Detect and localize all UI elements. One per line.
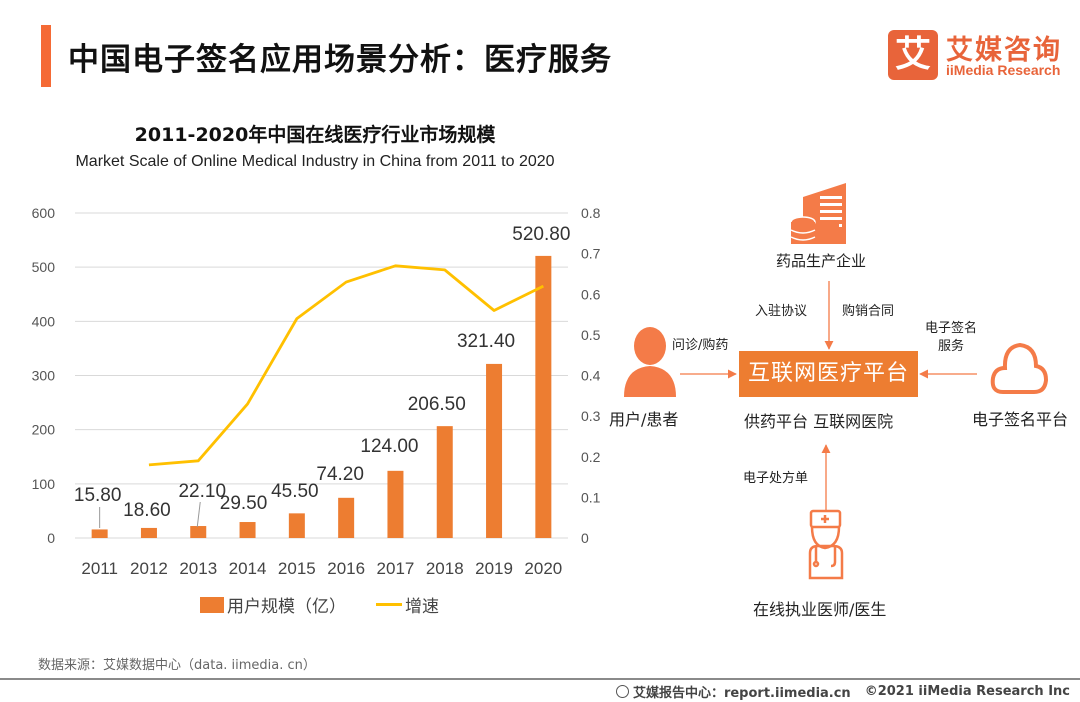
e-prescription-label: 电子处方单 [743, 471, 809, 486]
right-axis-tick-label: 0.3 [581, 408, 601, 424]
x-axis-tick-label: 2018 [426, 559, 464, 578]
user-person-icon [624, 327, 676, 397]
pharma-company-label: 药品生产企业 [776, 252, 867, 270]
right-axis: 0 0.1 0.2 0.3 0.4 0.5 0.6 0.7 0.8 [581, 205, 601, 546]
footer: 艾媒报告中心：report.iimedia.cn ©2021 iiMedia R… [615, 682, 1070, 701]
bar-data-label: 74.20 [316, 464, 364, 485]
bar-data-label: 321.40 [457, 331, 515, 352]
legend-line-label: 增速 [405, 597, 439, 617]
right-axis-tick-label: 0.1 [581, 489, 601, 505]
x-axis-tick-label: 2017 [377, 559, 415, 578]
bar-data-label: 15.80 [74, 485, 122, 506]
legend-line-swatch [376, 603, 402, 606]
footer-divider [0, 678, 1080, 680]
line-series [148, 264, 544, 467]
bar-data-label: 206.50 [408, 394, 466, 415]
right-axis-tick-label: 0.7 [581, 246, 601, 262]
left-axis-tick-label: 500 [32, 259, 56, 275]
globe-icon [615, 685, 629, 698]
bar [387, 470, 404, 538]
data-source: 数据来源：艾媒数据中心（data. iimedia. cn） [38, 658, 316, 673]
report-center-link[interactable]: 艾媒报告中心：report.iimedia.cn [632, 686, 851, 701]
bar [288, 513, 305, 538]
bar [535, 255, 552, 538]
chart-legend: 用户规模（亿） 增速 [200, 592, 439, 617]
pharma-building-icon [790, 183, 846, 244]
logo-name-en: iiMedia Research [946, 62, 1061, 78]
platform-subtitle: 供药平台 互联网医院 [744, 412, 894, 431]
esign-service-line1: 电子签名 [924, 321, 977, 336]
right-axis-tick-label: 0.5 [581, 327, 601, 343]
platform-box: 互联网医疗平台 [739, 351, 918, 397]
user-patient-label: 用户/患者 [609, 410, 679, 429]
bar-data-label: 18.60 [123, 500, 171, 521]
esign-service-line2: 服务 [937, 339, 964, 354]
left-axis-tick-label: 0 [47, 530, 55, 546]
bar-data-label: 124.00 [360, 436, 418, 457]
left-axis-tick-label: 300 [32, 368, 56, 384]
entry-agreement-label: 入驻协议 [755, 304, 808, 319]
doctor-label: 在线执业医师/医生 [753, 600, 887, 619]
bar [190, 526, 207, 538]
legend-bar-label: 用户规模（亿） [227, 597, 346, 617]
x-axis-tick-label: 2015 [278, 559, 316, 578]
logo-mark-icon: 艾 [888, 30, 938, 80]
bar-data-label: 22.10 [178, 481, 226, 502]
bar [239, 522, 256, 538]
right-axis-tick-label: 0.6 [581, 286, 601, 302]
iimedia-logo: 艾 艾媒咨询 iiMedia Research [888, 30, 1068, 80]
logo-name-cn: 艾媒咨询 [946, 35, 1062, 66]
chart-title: 2011-2020年中国在线医疗行业市场规模 [134, 124, 496, 146]
doctor-icon [808, 509, 844, 580]
gridlines [75, 212, 568, 539]
copyright: ©2021 iiMedia Research Inc [864, 684, 1070, 699]
bar [91, 529, 108, 538]
label-leader-line [196, 501, 201, 528]
bar-data-label: 520.80 [512, 224, 570, 245]
consult-purchase-label: 问诊/购药 [672, 338, 729, 353]
cloud-icon [990, 342, 1049, 394]
legend-bar-swatch [200, 596, 224, 613]
left-axis-tick-label: 600 [32, 205, 56, 221]
x-axis-tick-label: 2011 [81, 559, 118, 578]
left-axis-tick-label: 200 [32, 422, 56, 438]
bar-data-label: 29.50 [220, 493, 268, 514]
bar [338, 497, 355, 538]
left-axis: 0 100 200 300 400 500 600 [32, 205, 56, 546]
bar [140, 527, 157, 538]
x-axis-tick-label: 2012 [130, 559, 168, 578]
x-axis-tick-label: 2013 [179, 559, 217, 578]
sales-contract-label: 购销合同 [842, 304, 895, 319]
x-axis-tick-label: 2020 [524, 559, 562, 578]
bar [436, 426, 453, 538]
esign-platform-label: 电子签名平台 [972, 410, 1069, 429]
right-axis-tick-label: 0.8 [581, 205, 601, 221]
x-axis-tick-label: 2019 [475, 559, 513, 578]
right-axis-tick-label: 0.2 [581, 449, 601, 465]
page-title: 中国电子签名应用场景分析：医疗服务 [68, 42, 612, 78]
x-axis-tick-label: 2016 [327, 559, 365, 578]
x-axis: 2011 2012 2013 2014 2015 2016 2017 2018 2019 2020 [81, 559, 562, 578]
chart-subtitle: Market Scale of Online Medical Industry … [75, 153, 555, 170]
right-axis-tick-label: 0.4 [581, 368, 601, 384]
right-axis-tick-label: 0 [581, 530, 589, 546]
bar-series [91, 255, 552, 538]
title-accent-bar [41, 25, 51, 87]
bar-data-label: 45.50 [271, 481, 319, 502]
left-axis-tick-label: 400 [32, 313, 56, 329]
left-axis-tick-label: 100 [32, 476, 56, 492]
x-axis-tick-label: 2014 [229, 559, 267, 578]
bar [486, 363, 503, 538]
esign-service-label: 电子签名 服务 [920, 320, 982, 356]
